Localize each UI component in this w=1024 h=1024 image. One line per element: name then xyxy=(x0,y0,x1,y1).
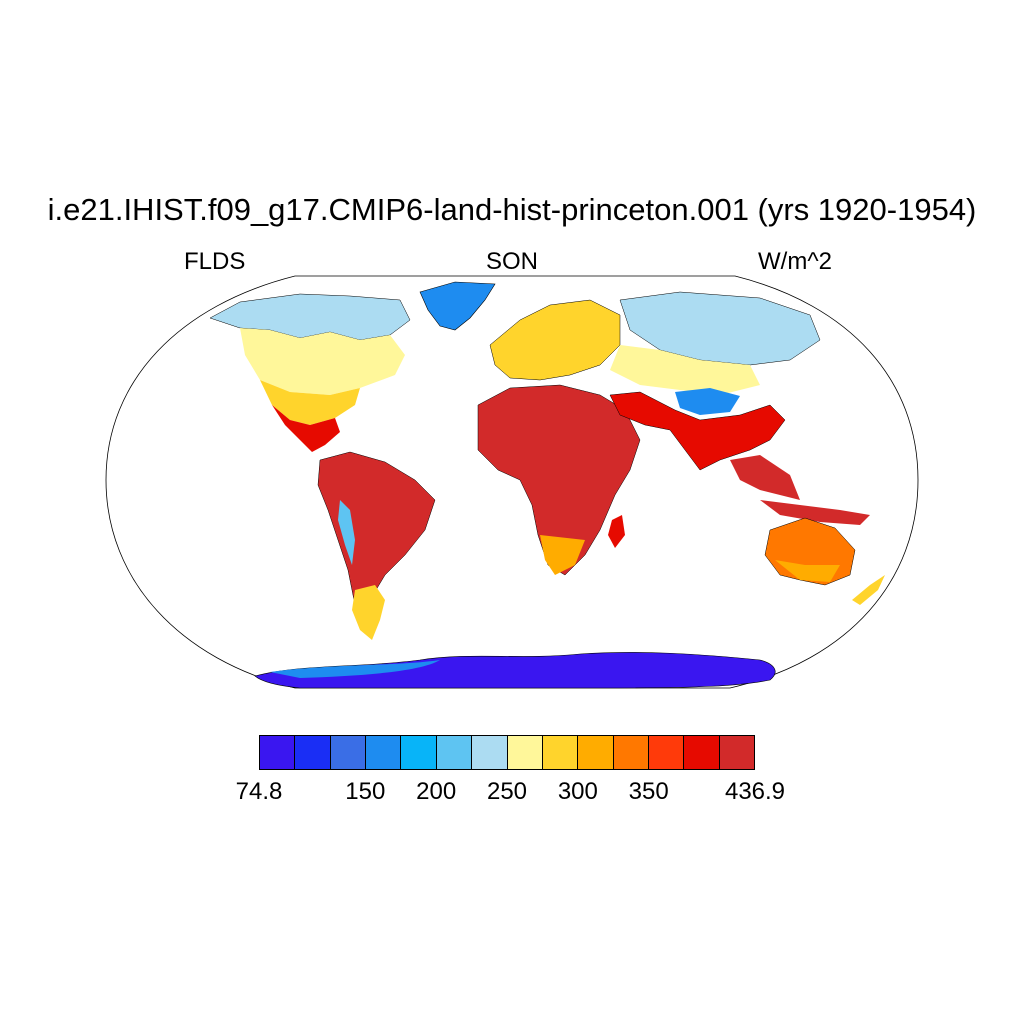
africa xyxy=(477,384,641,576)
colorbar-swatch xyxy=(507,736,543,769)
colorbar-tick-label: 350 xyxy=(628,778,669,805)
andes xyxy=(338,500,355,565)
new-zealand xyxy=(852,575,885,605)
north-america-south xyxy=(260,380,360,425)
colorbar-swatch xyxy=(648,736,685,769)
colorbar-swatch xyxy=(260,736,296,769)
colorbar-swatch xyxy=(436,736,473,769)
colorbar-swatch xyxy=(542,736,579,769)
colorbar-swatch xyxy=(613,736,649,769)
indonesia xyxy=(760,500,870,525)
tibet xyxy=(675,388,740,415)
southeast-asia xyxy=(730,455,800,500)
asia-south xyxy=(609,391,786,471)
colorbar-swatch xyxy=(684,736,720,769)
central-america xyxy=(272,405,340,452)
madagascar xyxy=(608,515,625,548)
south-america xyxy=(317,451,436,621)
colorbar-tick-label: 436.9 xyxy=(724,778,786,805)
asia-mid xyxy=(610,345,760,395)
africa-south xyxy=(540,535,585,575)
south-america-south xyxy=(352,585,385,640)
australia-south xyxy=(775,560,840,582)
asia-north xyxy=(619,291,821,366)
colorbar-swatch xyxy=(719,736,755,769)
antarctica xyxy=(254,652,776,689)
colorbar-tick-label: 200 xyxy=(416,778,457,805)
colorbar-tick-label: 300 xyxy=(557,778,598,805)
north-america-mid xyxy=(240,328,405,395)
colorbar-swatch xyxy=(295,736,331,769)
europe xyxy=(489,299,621,381)
colorbar-swatch xyxy=(366,736,402,769)
season-label: SON xyxy=(485,248,538,275)
map-title: i.e21.IHIST.f09_g17.CMIP6-land-hist-prin… xyxy=(47,192,977,227)
colorbar-swatch xyxy=(401,736,437,769)
antarctica-coast xyxy=(270,660,440,678)
variable-label: FLDS xyxy=(184,248,246,275)
units-label: W/m^2 xyxy=(758,248,832,275)
colorbar-tick-label: 150 xyxy=(345,778,386,805)
colorbar-swatch xyxy=(578,736,614,769)
colorbar-swatch xyxy=(330,736,367,769)
colorbar-tick-label: 74.8 xyxy=(235,778,283,805)
colorbar-tick-label: 250 xyxy=(486,778,528,805)
greenland xyxy=(419,281,496,331)
colorbar xyxy=(259,735,755,770)
colorbar-swatch xyxy=(472,736,508,769)
